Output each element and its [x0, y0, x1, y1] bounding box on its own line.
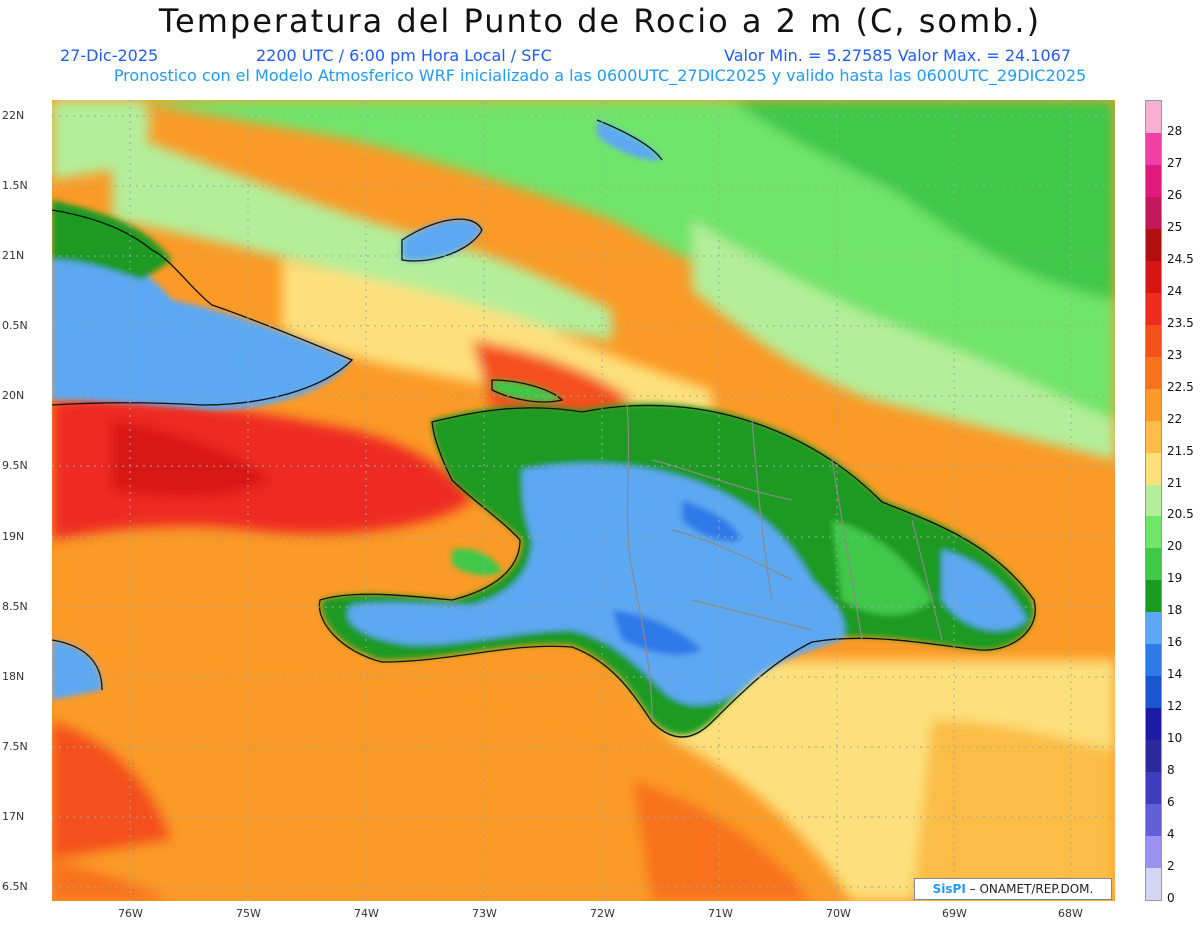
forecast-date: 27-Dic-2025 — [60, 46, 159, 65]
legend-label: 22.5 — [1167, 379, 1194, 394]
legend-swatch — [1146, 196, 1161, 229]
lon-label: 75W — [236, 907, 261, 920]
lon-label: 70W — [826, 907, 851, 920]
legend-swatch — [1146, 836, 1161, 869]
legend-swatch — [1146, 292, 1161, 325]
legend-label: 2 — [1167, 859, 1175, 874]
legend-label: 16 — [1167, 635, 1183, 650]
lat-label: 17N — [2, 810, 25, 823]
sispi-logo: SisPI — [932, 882, 966, 896]
legend-swatch — [1146, 580, 1161, 613]
legend-label: 12 — [1167, 699, 1183, 714]
legend-label: 26 — [1167, 187, 1183, 202]
legend-label: 22 — [1167, 411, 1183, 426]
credit-text: – ONAMET/REP.DOM. — [969, 882, 1094, 896]
legend-swatch — [1146, 548, 1161, 581]
legend-label: 23.5 — [1167, 315, 1194, 330]
legend-swatch — [1146, 420, 1161, 453]
legend-label: 27 — [1167, 155, 1183, 170]
legend-swatch — [1146, 388, 1161, 421]
lon-label: 71W — [708, 907, 733, 920]
map-svg — [52, 100, 1115, 901]
legend-swatch — [1146, 868, 1161, 900]
lat-label: 19N — [2, 530, 25, 543]
lat-label: 8.5N — [2, 600, 28, 613]
lat-label: 22N — [2, 109, 25, 122]
legend-swatch — [1146, 708, 1161, 741]
legend-label: 24.5 — [1167, 251, 1194, 266]
legend-label: 14 — [1167, 667, 1183, 682]
legend-swatch — [1146, 644, 1161, 677]
legend-label: 28 — [1167, 123, 1183, 138]
lon-label: 68W — [1058, 907, 1083, 920]
legend-label: 23 — [1167, 347, 1183, 362]
model-info: Pronostico con el Modelo Atmosferico WRF… — [113, 66, 1087, 85]
legend-label: 21 — [1167, 475, 1183, 490]
lon-label: 72W — [590, 907, 615, 920]
legend-label: 4 — [1167, 827, 1175, 842]
legend-swatch — [1146, 484, 1161, 517]
legend-swatch — [1146, 260, 1161, 293]
legend-swatch — [1146, 740, 1161, 773]
lon-label: 69W — [942, 907, 967, 920]
lat-label: 21N — [2, 249, 25, 262]
legend-swatch — [1146, 676, 1161, 709]
legend-swatch — [1146, 132, 1161, 165]
legend-label: 19 — [1167, 571, 1183, 586]
credit-badge: SisPI – ONAMET/REP.DOM. — [914, 878, 1112, 900]
lat-label: 7.5N — [2, 740, 28, 753]
forecast-time: 2200 UTC / 6:00 pm Hora Local / SFC — [256, 46, 552, 65]
min-max-values: Valor Min. = 5.27585 Valor Max. = 24.106… — [724, 46, 1072, 65]
legend-swatch — [1146, 452, 1161, 485]
legend-swatch — [1146, 101, 1161, 133]
legend-label: 21.5 — [1167, 443, 1194, 458]
legend-label: 6 — [1167, 795, 1175, 810]
legend-label: 25 — [1167, 219, 1183, 234]
lat-label: 6.5N — [2, 880, 28, 893]
dewpoint-map — [52, 100, 1115, 901]
legend-label: 20.5 — [1167, 507, 1194, 522]
legend-label: 24 — [1167, 283, 1183, 298]
legend-swatch — [1146, 612, 1161, 645]
lat-label: 0.5N — [2, 319, 28, 332]
lat-label: 9.5N — [2, 459, 28, 472]
legend-swatch — [1146, 804, 1161, 837]
legend-swatch — [1146, 324, 1161, 357]
lat-label: 1.5N — [2, 179, 28, 192]
lat-label: 18N — [2, 670, 25, 683]
legend-label: 0 — [1167, 891, 1175, 905]
legend-label: 8 — [1167, 763, 1175, 778]
legend-swatch — [1146, 228, 1161, 261]
legend-swatch — [1146, 356, 1161, 389]
lon-label: 76W — [118, 907, 143, 920]
color-legend — [1145, 100, 1162, 901]
legend-swatch — [1146, 164, 1161, 197]
legend-label: 20 — [1167, 539, 1183, 554]
map-title: Temperatura del Punto de Rocio a 2 m (C,… — [158, 2, 1042, 40]
legend-swatch — [1146, 516, 1161, 549]
lon-label: 74W — [354, 907, 379, 920]
legend-label: 10 — [1167, 731, 1183, 746]
legend-label: 18 — [1167, 603, 1183, 618]
lon-label: 73W — [472, 907, 497, 920]
legend-swatch — [1146, 772, 1161, 805]
lat-label: 20N — [2, 389, 25, 402]
